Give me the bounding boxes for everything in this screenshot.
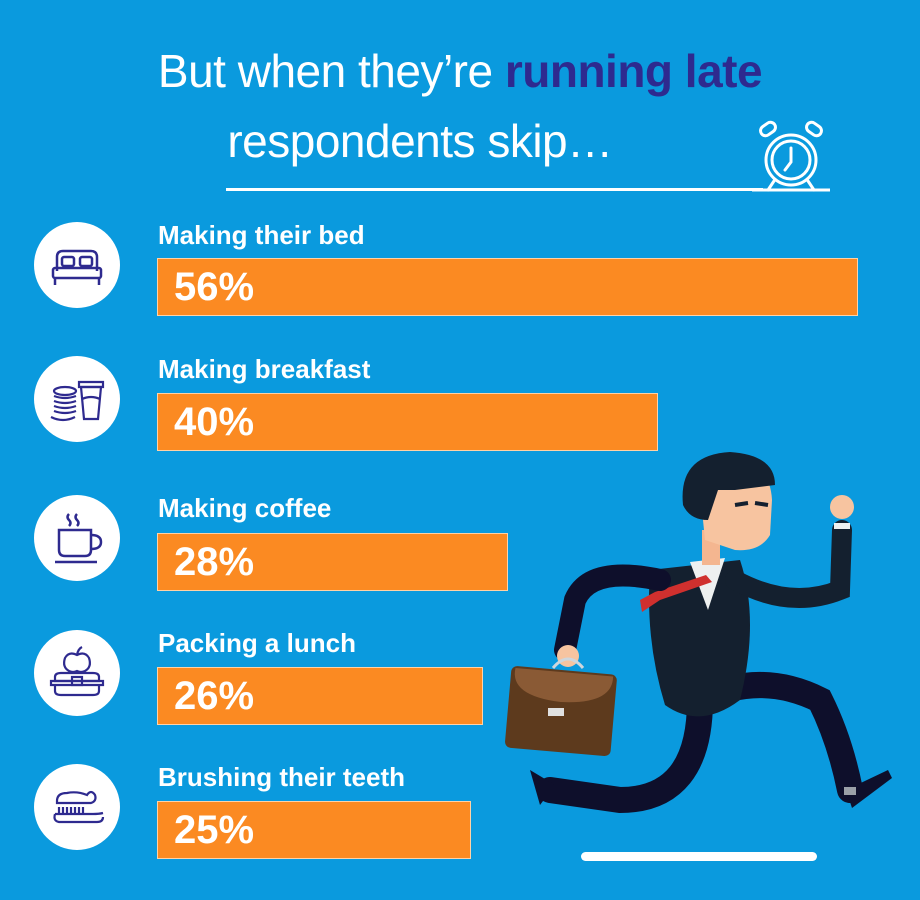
running-businessman-illustration	[505, 452, 892, 814]
page-title-line-2: respondents skip…	[227, 115, 613, 167]
chart-row-breakfast: Making breakfast 40%	[0, 352, 920, 472]
chart-row-lunch: Packing a lunch 26%	[0, 626, 920, 746]
ground-line	[581, 852, 817, 861]
category-label: Making breakfast	[158, 354, 371, 384]
bar-making-breakfast: 40%	[157, 393, 658, 451]
bed-icon	[34, 222, 120, 308]
pancakes-coffee-icon	[34, 356, 120, 442]
page-title-line-1: But when they’re running late	[0, 44, 920, 98]
alarm-clock-icon	[752, 120, 830, 192]
toothbrush-icon	[34, 764, 120, 850]
bar-brushing-teeth: 25%	[157, 801, 471, 859]
category-label: Brushing their teeth	[158, 762, 406, 792]
coffee-cup-icon	[34, 495, 120, 581]
chart-row-coffee: Making coffee 28%	[0, 491, 920, 611]
chart-row-bed: Making their bed 56%	[0, 218, 920, 338]
bar-value: 28%	[174, 540, 255, 584]
title-accent: running late	[504, 45, 763, 97]
category-label: Making coffee	[158, 493, 332, 523]
bar-making-coffee: 28%	[157, 533, 508, 591]
bar-value: 56%	[174, 265, 255, 309]
bar-value: 40%	[174, 400, 255, 444]
bar-value: 26%	[174, 674, 255, 718]
bar-making-bed: 56%	[157, 258, 858, 316]
bar-packing-lunch: 26%	[157, 667, 483, 725]
title-text: But when they’re	[157, 45, 505, 97]
title-underline	[226, 188, 763, 191]
bar-value: 25%	[174, 808, 255, 852]
chart-row-teeth: Brushing their teeth 25%	[0, 758, 920, 878]
lunchbox-apple-icon	[34, 630, 120, 716]
category-label: Making their bed	[158, 220, 365, 250]
category-label: Packing a lunch	[158, 628, 356, 658]
